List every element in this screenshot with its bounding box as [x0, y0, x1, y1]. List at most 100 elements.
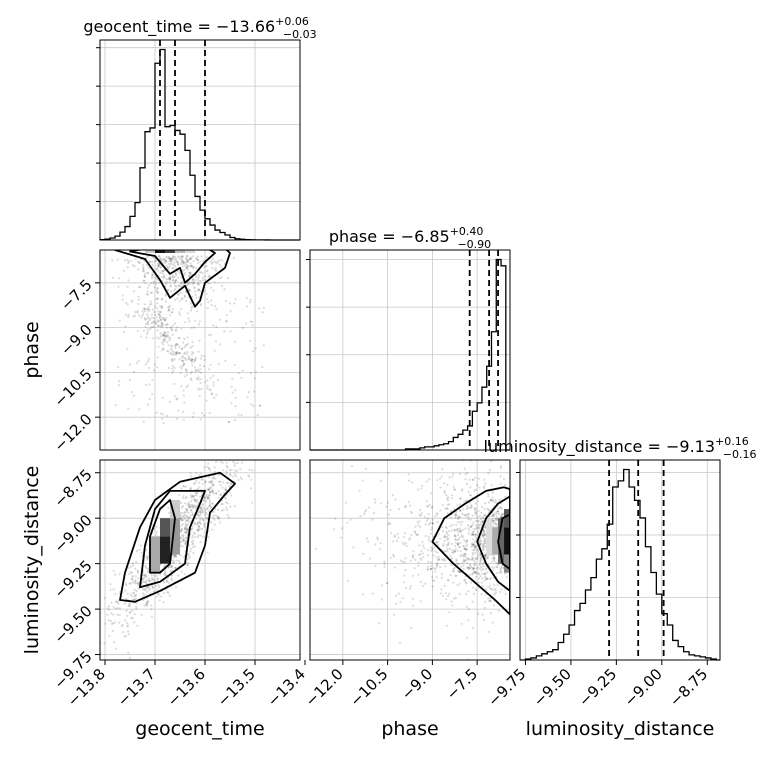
scatter-point	[189, 289, 192, 292]
scatter-point	[492, 499, 495, 502]
scatter-point	[206, 495, 209, 498]
scatter-point	[103, 597, 106, 600]
scatter-point	[489, 498, 492, 501]
scatter-point	[127, 261, 130, 265]
scatter-point	[230, 468, 233, 471]
scatter-point	[146, 308, 149, 311]
scatter-point	[430, 492, 433, 495]
scatter-point	[454, 541, 457, 544]
scatter-point	[128, 602, 131, 605]
scatter-point	[185, 531, 188, 534]
scatter-point	[161, 306, 164, 309]
scatter-point	[191, 278, 194, 281]
scatter-point	[144, 272, 147, 275]
scatter-point	[212, 476, 215, 480]
scatter-point	[194, 293, 197, 296]
scatter-point	[218, 259, 221, 262]
scatter-point	[474, 511, 477, 514]
scatter-point	[205, 500, 208, 503]
scatter-point	[162, 275, 165, 278]
scatter-point	[378, 622, 381, 625]
scatter-point	[471, 533, 474, 537]
scatter-point	[428, 503, 431, 506]
scatter-point	[184, 321, 187, 324]
scatter-point	[489, 599, 492, 602]
scatter-point	[182, 484, 185, 488]
scatter-point	[131, 390, 134, 394]
scatter-point	[437, 555, 440, 558]
scatter-point	[175, 352, 178, 355]
scatter-point	[467, 558, 470, 561]
scatter-point	[162, 591, 165, 595]
scatter-point	[483, 533, 486, 536]
scatter-point	[126, 592, 129, 595]
scatter-point	[465, 605, 468, 608]
scatter-point	[476, 500, 479, 503]
scatter-point	[163, 330, 166, 334]
title-luminosity-distance-minus: −0.16	[723, 448, 757, 461]
scatter-point	[416, 533, 419, 537]
scatter-point	[143, 580, 146, 583]
scatter-point	[399, 600, 402, 603]
scatter-point	[421, 552, 424, 555]
scatter-point	[151, 264, 154, 267]
scatter-point	[206, 516, 209, 519]
scatter-point	[376, 536, 379, 539]
scatter-point	[142, 268, 145, 271]
scatter-point	[480, 539, 483, 543]
scatter-point	[431, 522, 434, 525]
scatter-point	[197, 511, 200, 514]
scatter-point	[399, 559, 402, 562]
scatter-point	[203, 525, 206, 528]
scatter-point	[169, 352, 172, 355]
scatter-point	[132, 290, 135, 293]
scatter-point	[208, 494, 211, 497]
scatter-point	[146, 293, 150, 296]
scatter-point	[175, 342, 178, 346]
contour-middle	[139, 490, 206, 589]
scatter-point	[191, 265, 194, 268]
scatter-point	[169, 275, 172, 279]
scatter-point	[496, 584, 499, 587]
scatter-point	[183, 273, 186, 276]
scatter-point	[144, 573, 147, 577]
scatter-point	[196, 288, 199, 292]
scatter-point	[483, 572, 486, 575]
scatter-point	[171, 329, 174, 332]
scatter-point	[144, 325, 147, 328]
scatter-point	[467, 512, 470, 516]
scatter-point	[474, 564, 477, 567]
y-tick-label: −9.50	[50, 602, 95, 647]
scatter-point	[168, 260, 171, 263]
scatter-point	[477, 519, 480, 522]
scatter-point	[445, 531, 448, 534]
scatter-point	[433, 546, 436, 549]
scatter-point	[409, 559, 412, 562]
scatter-point	[148, 260, 151, 263]
scatter-point	[172, 369, 175, 372]
scatter-point	[194, 500, 197, 503]
y-tick-label: −9.00	[50, 511, 95, 556]
xlabel-phase: phase	[381, 718, 438, 740]
scatter-point	[203, 358, 206, 362]
density-cell	[185, 250, 195, 253]
scatter-point	[138, 261, 141, 264]
scatter-point	[173, 366, 176, 369]
scatter-point	[186, 523, 189, 526]
scatter-point	[418, 513, 421, 517]
scatter-point	[470, 581, 473, 584]
scatter-point	[483, 539, 486, 542]
scatter-point	[178, 272, 181, 275]
scatter-point	[146, 601, 149, 604]
scatter-point	[485, 554, 488, 557]
scatter-point	[191, 543, 194, 546]
scatter-point	[446, 550, 449, 553]
scatter-point	[220, 509, 223, 512]
scatter-point	[499, 567, 502, 570]
scatter-point	[160, 341, 164, 344]
scatter-point	[161, 333, 164, 336]
scatter-point	[184, 368, 187, 371]
scatter-point	[194, 356, 197, 359]
scatter-point	[292, 521, 294, 523]
scatter-point	[202, 499, 205, 502]
